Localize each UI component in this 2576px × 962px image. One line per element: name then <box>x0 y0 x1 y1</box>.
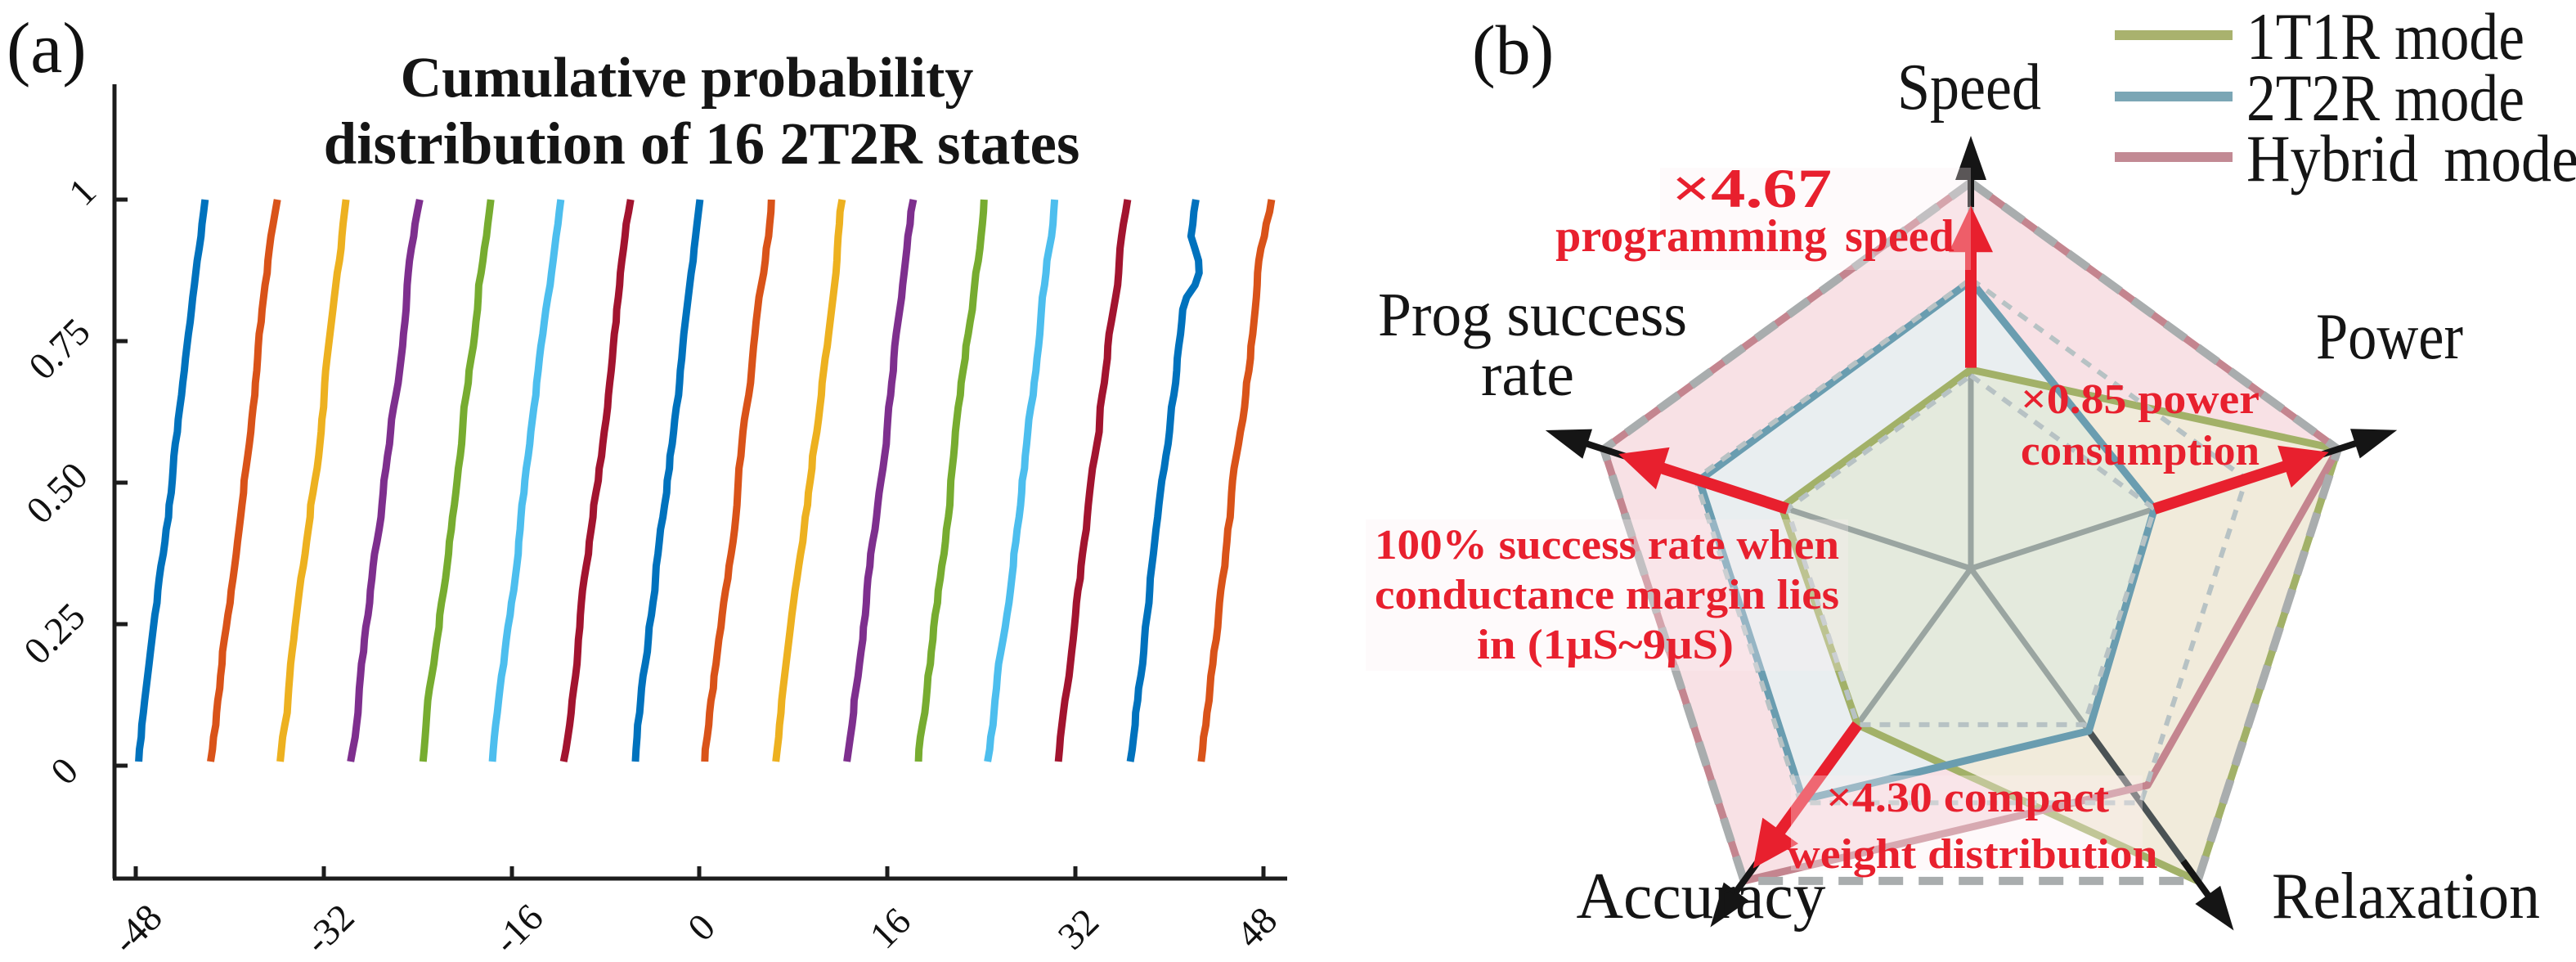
svg-text:Cumulative probability: Cumulative probability <box>401 47 974 110</box>
svg-text:2T2R mode: 2T2R mode <box>2246 61 2524 135</box>
svg-text:consumption: consumption <box>2021 428 2260 474</box>
svg-text:distribution of 16 2T2R states: distribution of 16 2T2R states <box>324 110 1080 177</box>
svg-text:Relaxation: Relaxation <box>2272 861 2540 933</box>
svg-text:Speed: Speed <box>1897 52 2041 124</box>
svg-text:1T1R mode: 1T1R mode <box>2246 0 2524 74</box>
svg-text:(a): (a) <box>7 9 87 88</box>
svg-text:100% success rate when: 100% success rate when <box>1375 522 1839 569</box>
svg-text:weight distribution: weight distribution <box>1788 831 2158 878</box>
svg-text:Hybrid mode: Hybrid mode <box>2246 121 2576 196</box>
svg-text:×4.67: ×4.67 <box>1672 157 1832 219</box>
svg-text:Power: Power <box>2316 301 2463 373</box>
svg-text:rate: rate <box>1481 340 1574 409</box>
svg-text:Accuracy: Accuracy <box>1577 861 1826 933</box>
svg-text:programming speed: programming speed <box>1555 211 1954 262</box>
svg-text:(b): (b) <box>1472 11 1554 89</box>
svg-text:×0.85 power: ×0.85 power <box>2021 376 2260 423</box>
svg-text:conductance margin lies: conductance margin lies <box>1375 572 1839 618</box>
svg-text:Prog success: Prog success <box>1378 281 1687 349</box>
svg-text:in (1μS~9μS): in (1μS~9μS) <box>1477 622 1734 668</box>
svg-text:×4.30 compact: ×4.30 compact <box>1826 775 2110 821</box>
